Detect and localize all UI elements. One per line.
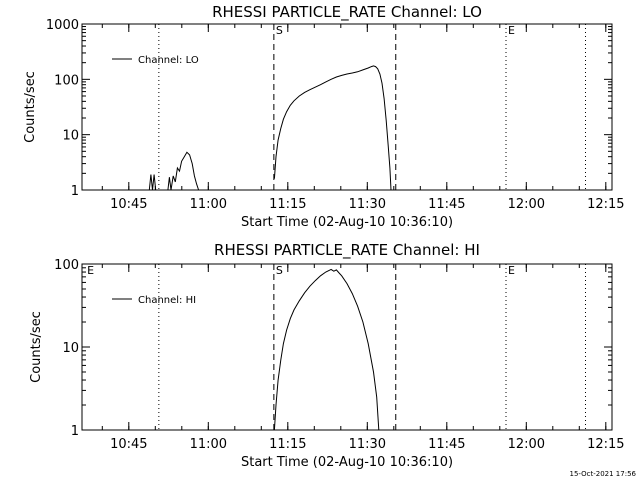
lo-series-line-segment-0 — [148, 174, 157, 191]
hi-marker-label: S — [276, 264, 283, 277]
hi-x-axis-label: Start Time (02-Aug-10 10:36:10) — [241, 455, 453, 470]
lo-plot-frame — [81, 23, 613, 191]
hi-y-tick-label: 10 — [62, 341, 79, 356]
lo-x-tick-label: 10:45 — [110, 197, 147, 212]
lo-x-tick-label: 12:00 — [508, 197, 545, 212]
hi-y-tick-label: 1 — [71, 424, 79, 439]
hi-y-axis-label: Counts/sec — [29, 311, 44, 383]
hi-series-line-segment-0 — [273, 268, 380, 431]
lo-x-tick-label: 11:45 — [428, 197, 465, 212]
lo-x-axis-label: Start Time (02-Aug-10 10:36:10) — [241, 215, 453, 230]
hi-x-tick-label: 11:45 — [428, 437, 465, 452]
lo-y-tick-label: 100 — [54, 73, 79, 88]
hi-marker-label: E — [508, 264, 515, 277]
hi-y-tick-label: 100 — [54, 258, 79, 273]
hi-channel-panel: RHESSI PARTICLE_RATE Channel: HI 10:45 11:… — [29, 241, 625, 470]
plot-timestamp: 15-Oct-2021 17:56 — [570, 470, 637, 478]
lo-x-tick-label: 11:30 — [349, 197, 386, 212]
hi-marker-label: E — [87, 264, 94, 277]
hi-x-tick-label: 11:00 — [190, 437, 227, 452]
lo-marker-label: E — [508, 24, 515, 37]
lo-x-tick-label: 12:15 — [587, 197, 624, 212]
lo-series-line-segment-1 — [167, 151, 200, 191]
hi-x-tick-label: 11:15 — [269, 437, 306, 452]
hi-x-tick-label: 12:15 — [587, 437, 624, 452]
lo-series-line-segment-2 — [273, 65, 392, 191]
hi-x-tick-label: 11:30 — [349, 437, 386, 452]
lo-marker-label: S — [276, 24, 283, 37]
hi-x-tick-label: 10:45 — [110, 437, 147, 452]
hi-legend-entry: Channel: HI — [138, 295, 196, 306]
lo-y-tick-label: 10 — [62, 129, 79, 144]
lo-x-tick-label: 11:00 — [190, 197, 227, 212]
lo-x-tick-label: 11:15 — [269, 197, 306, 212]
lo-y-tick-label: 1000 — [46, 18, 79, 33]
lo-channel-panel: RHESSI PARTICLE_RATE Channel: LO 10:45 11:… — [23, 3, 625, 230]
hi-chart-title: RHESSI PARTICLE_RATE Channel: HI — [214, 241, 480, 260]
lo-chart-title: RHESSI PARTICLE_RATE Channel: LO — [212, 3, 482, 22]
lo-y-tick-label: 1 — [71, 184, 79, 199]
hi-plot-frame — [81, 263, 613, 431]
lo-y-axis-label: Counts/sec — [23, 71, 38, 143]
hi-x-tick-label: 12:00 — [508, 437, 545, 452]
lo-legend-entry: Channel: LO — [138, 55, 199, 66]
